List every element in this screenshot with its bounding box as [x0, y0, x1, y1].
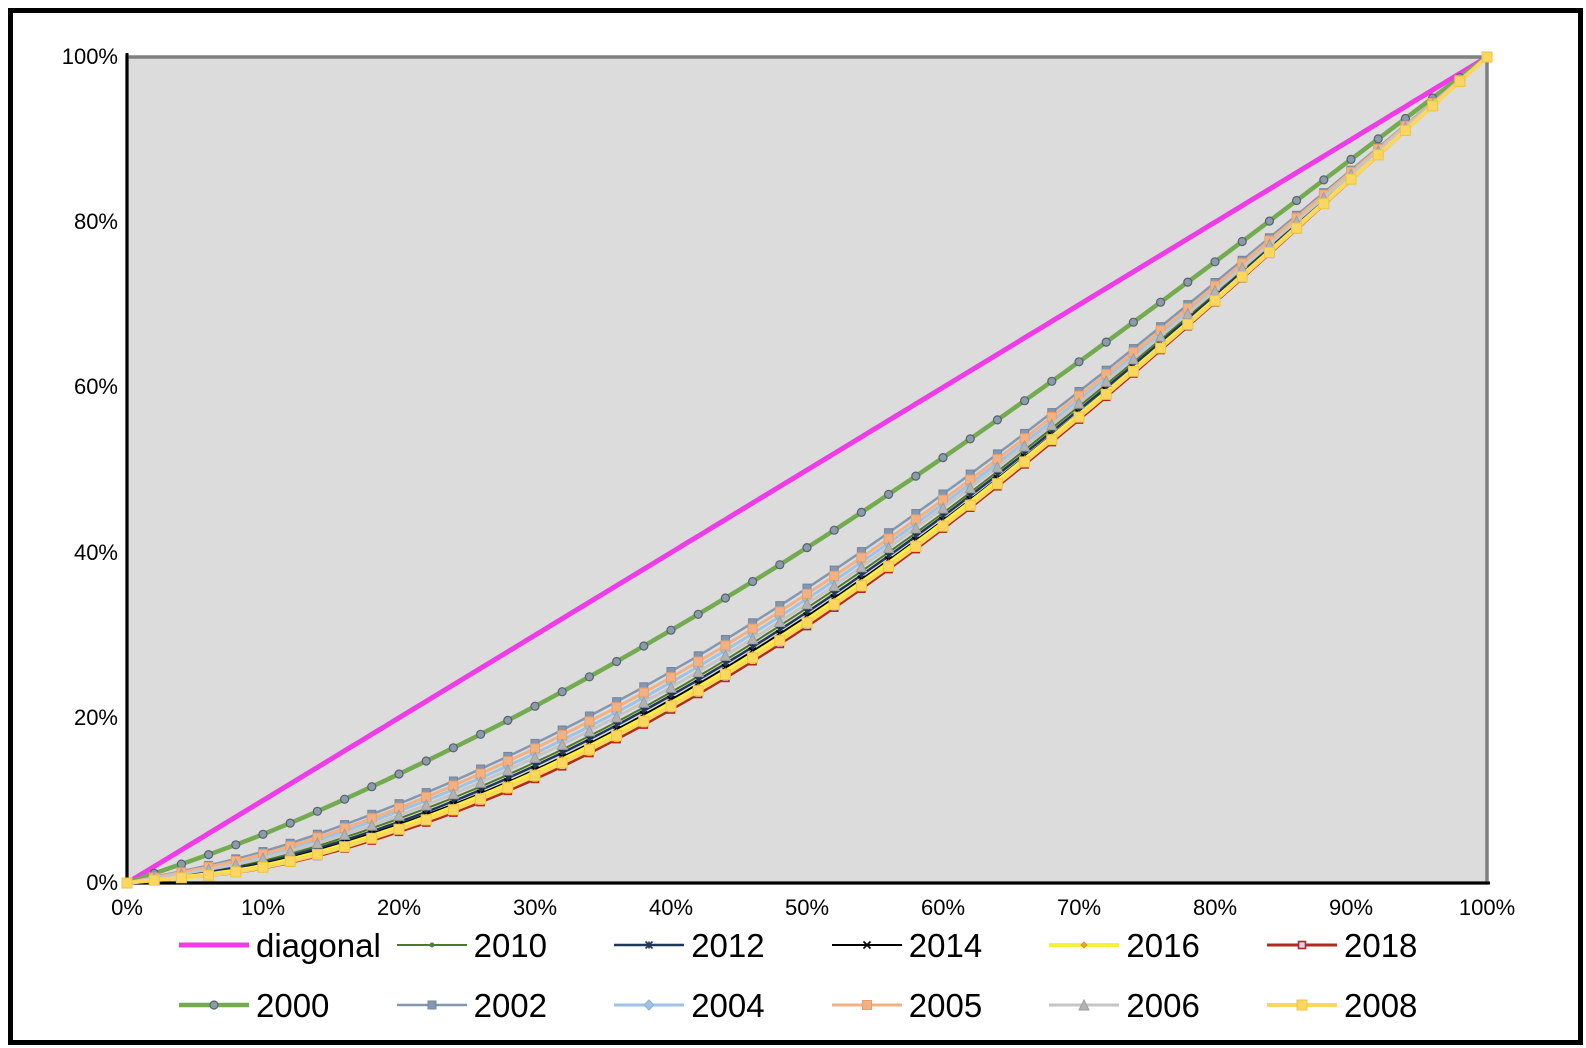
legend-label-2012: 2012: [691, 926, 765, 964]
y-tick-label-60%: 60%: [73, 374, 118, 400]
x-tick-label-20%: 20%: [376, 895, 422, 920]
x-tick-label-40%: 40%: [648, 895, 694, 920]
legend-label-2002: 2002: [473, 986, 548, 1024]
legend-swatch-2016: [1049, 941, 1120, 949]
figure-border: [8, 8, 1583, 1045]
legend-label-2008: 2008: [1344, 986, 1418, 1024]
legend-label-2004: 2004: [691, 986, 765, 1024]
legend-label-2018: 2018: [1344, 926, 1418, 964]
legend-swatch-2010: [396, 942, 467, 948]
legend-swatch-2012: [614, 940, 685, 950]
y-tick-label-40%: 40%: [73, 539, 118, 565]
legend-label-2000: 2000: [256, 986, 330, 1024]
legend-swatch-2008: [1267, 999, 1337, 1011]
legend-item-2002: 2002: [396, 985, 547, 1025]
x-tick-label-100%: 100%: [1458, 895, 1516, 920]
y-tick-label-20%: 20%: [73, 704, 118, 730]
series-markers-2008: [121, 51, 1493, 889]
x-tick-label-70%: 70%: [1056, 895, 1102, 920]
series-line-diagonal: [124, 54, 1490, 886]
y-tick-label-0%: 0%: [86, 870, 118, 895]
legend-label-2016: 2016: [1126, 926, 1200, 964]
legend-item-2010: 2010: [396, 925, 547, 965]
x-tick-label-80%: 80%: [1192, 895, 1238, 920]
legend-label-2014: 2014: [908, 926, 983, 964]
legend-swatch-2002: [396, 1000, 467, 1010]
legend-swatch-2004: [614, 999, 685, 1011]
legend-label-diagonal: diagonal: [256, 926, 381, 964]
legend-swatch-2014: [831, 940, 902, 950]
legend-label-2010: 2010: [473, 926, 548, 964]
legend-swatch-diagonal: [179, 942, 249, 948]
legend-item-2006: 2006: [1048, 985, 1200, 1025]
legend-item-diagonal: diagonal: [178, 925, 381, 965]
x-tick-label-0%: 0%: [111, 895, 143, 920]
legend-item-2005: 2005: [831, 985, 982, 1025]
legend-swatch-2005: [831, 1000, 902, 1010]
legend-label-2006: 2006: [1126, 986, 1200, 1024]
legend-item-2018: 2018: [1266, 925, 1417, 965]
legend-item-2016: 2016: [1048, 925, 1200, 965]
legend-item-2012: 2012: [613, 925, 765, 965]
legend-swatch-2006: [1049, 998, 1120, 1011]
legend-swatch-2018: [1267, 940, 1337, 950]
legend-item-2000: 2000: [178, 985, 329, 1025]
legend-item-2008: 2008: [1266, 985, 1417, 1025]
x-tick-label-30%: 30%: [512, 895, 558, 920]
x-tick-label-50%: 50%: [784, 895, 830, 920]
y-tick-label-80%: 80%: [73, 209, 118, 235]
legend-item-2014: 2014: [831, 925, 982, 965]
legend-label-2005: 2005: [908, 986, 983, 1024]
x-tick-label-90%: 90%: [1328, 895, 1374, 920]
legend-swatch-2000: [179, 1000, 249, 1010]
legend-item-2004: 2004: [613, 985, 765, 1025]
y-tick-label-100%: 100%: [61, 44, 118, 69]
x-tick-label-60%: 60%: [920, 895, 966, 920]
x-tick-label-10%: 10%: [240, 895, 286, 920]
